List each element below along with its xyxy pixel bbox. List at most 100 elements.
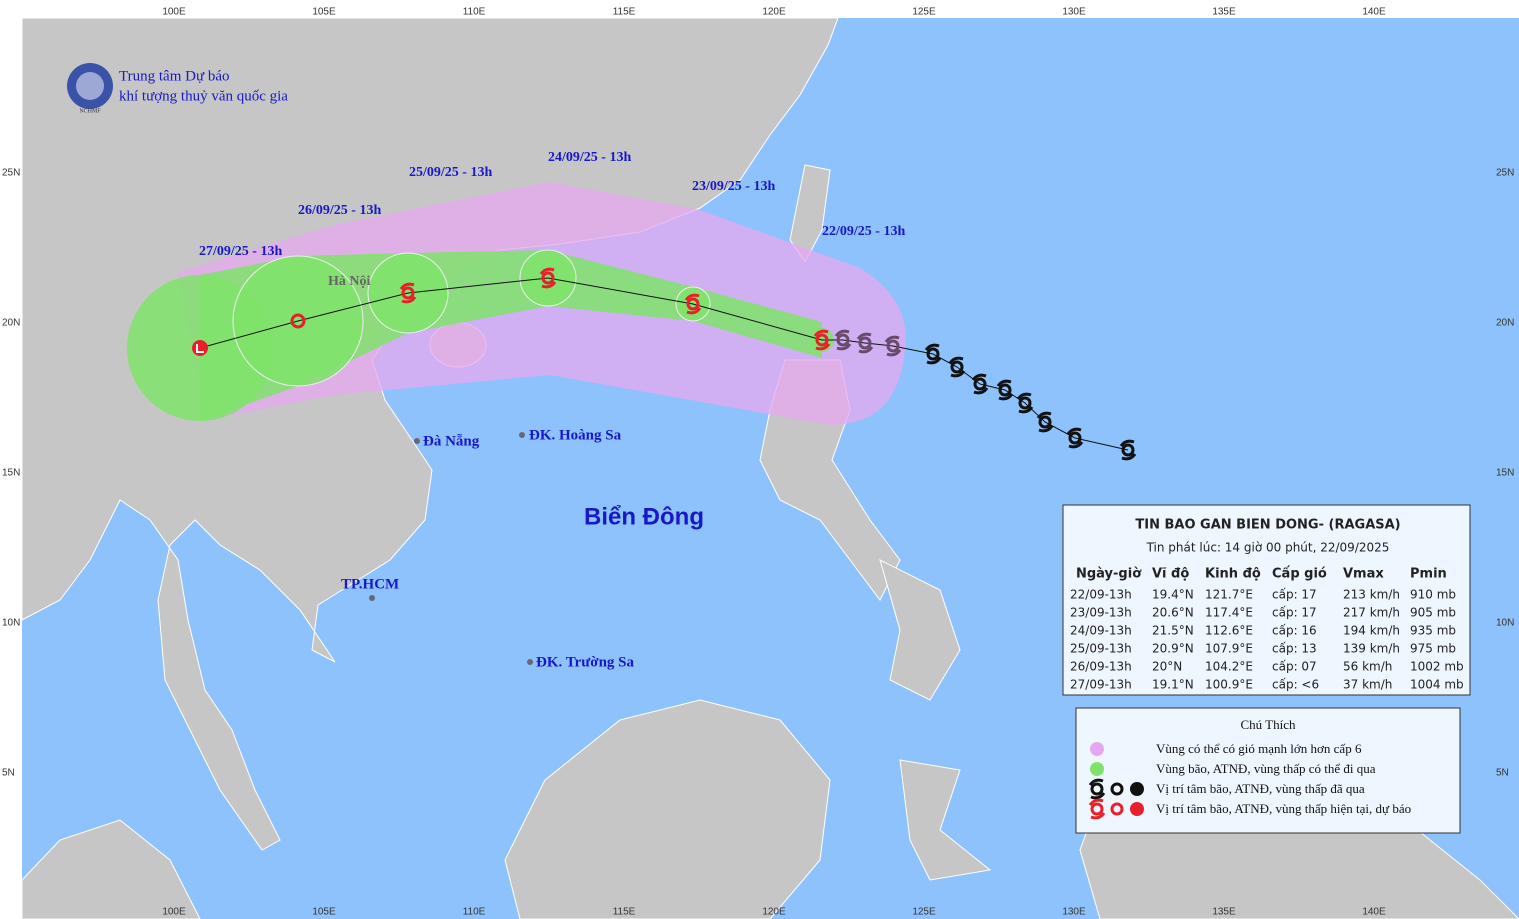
- lon-label: 110E: [463, 7, 486, 18]
- org-line: khí tượng thuỷ văn quốc gia: [119, 88, 288, 104]
- table-cell: 935 mb: [1410, 624, 1456, 638]
- lat-label: 10N: [2, 618, 20, 629]
- legend-icons: [1088, 778, 1144, 820]
- legend-item: Vùng bão, ATNĐ, vùng thấp có thể đi qua: [1156, 761, 1376, 776]
- storm-icon: [948, 356, 966, 378]
- logo-text: NCHMF: [79, 108, 101, 114]
- forecast-label: 26/09/25 - 13h: [298, 203, 381, 218]
- lon-label: 135E: [1212, 7, 1236, 18]
- place-label: Đà Nẵng: [423, 433, 480, 449]
- storm-icon: [884, 335, 902, 357]
- forecast-label: 25/09/25 - 13h: [409, 165, 492, 180]
- legend-item: Vùng có thể có gió mạnh lớn hơn cấp 6: [1156, 741, 1362, 756]
- table-cell: 26/09-13h: [1070, 660, 1132, 674]
- table-cell: 112.6°E: [1205, 624, 1253, 638]
- storm-icon: [1038, 415, 1052, 429]
- table-cell: 25/09-13h: [1070, 642, 1132, 656]
- lon-label: 100E: [162, 7, 186, 18]
- lon-label: 105E: [312, 7, 336, 18]
- table-cell: 56 km/h: [1343, 660, 1392, 674]
- table-cell: 910 mb: [1410, 588, 1456, 602]
- storm-icon: [834, 329, 852, 351]
- storm-icon: [926, 347, 940, 361]
- storm-icons: [192, 267, 1137, 461]
- storm-icon: [1066, 427, 1084, 449]
- table-cell: 20.9°N: [1152, 642, 1194, 656]
- forecast-label: 27/09/25 - 13h: [199, 244, 282, 259]
- legend-swatch: [1090, 762, 1104, 776]
- lon-label: 130E: [1062, 7, 1086, 18]
- place-label: ĐK. Hoàng Sa: [529, 427, 622, 443]
- storm-icon: [1090, 802, 1104, 816]
- lon-label: 125E: [912, 907, 936, 918]
- table-cell: 194 km/h: [1343, 624, 1400, 638]
- storm-icon: [1036, 411, 1054, 433]
- info-box: [1062, 504, 1471, 696]
- storm-icon: [1088, 778, 1106, 800]
- storm-icon: [1016, 392, 1034, 414]
- table-cell: 20°N: [1152, 660, 1182, 674]
- table-cell: 107.9°E: [1205, 642, 1253, 656]
- table-cell: 23/09-13h: [1070, 606, 1132, 620]
- storm-icon: [836, 333, 850, 347]
- table-cell: 117.4°E: [1205, 606, 1253, 620]
- lon-label: 135E: [1212, 907, 1236, 918]
- storm-icon: [290, 313, 306, 329]
- lat-label: 5N: [2, 768, 15, 779]
- lat-label: 15N: [1496, 468, 1514, 479]
- table-cell: 975 mb: [1410, 642, 1456, 656]
- table-cell: 27/09-13h: [1070, 678, 1132, 692]
- storm-icon: [1119, 439, 1137, 461]
- storm-icon: [1068, 431, 1082, 445]
- storm-icon: [998, 383, 1012, 397]
- uncertainty-circles: [232, 249, 711, 387]
- storm-icon: [401, 286, 415, 300]
- legend-icon: [1110, 782, 1124, 796]
- storm-icon: [973, 377, 987, 391]
- table-cell: 104.2°E: [1205, 660, 1253, 674]
- table-cell: 139 km/h: [1343, 642, 1400, 656]
- lon-label: 105E: [312, 907, 336, 918]
- table-header: Pmin: [1410, 567, 1447, 582]
- storm-icon: [1018, 396, 1032, 410]
- table-cell: cấp: 16: [1272, 624, 1317, 638]
- table-header: Vĩ độ: [1152, 567, 1189, 582]
- lat-label: 20N: [1496, 318, 1514, 329]
- table-cell: 905 mb: [1410, 606, 1456, 620]
- lat-label: 5N: [1496, 768, 1509, 779]
- forecast-label: 23/09/25 - 13h: [692, 179, 775, 194]
- lon-label: 140E: [1362, 907, 1386, 918]
- lat-label: 10N: [1496, 618, 1514, 629]
- info-subtitle: Tin phát lúc: 14 giờ 00 phút, 22/09/2025: [1146, 541, 1390, 555]
- storm-icon: [1121, 443, 1135, 457]
- storm-icon: [950, 360, 964, 374]
- legend-title: Chú Thích: [1240, 717, 1296, 732]
- storm-icon: [813, 329, 831, 351]
- legend-swatch: [1090, 742, 1104, 756]
- table-cell: 121.7°E: [1205, 588, 1253, 602]
- table-cell: cấp: <6: [1272, 678, 1319, 692]
- lat-label: 25N: [1496, 168, 1514, 179]
- storm-icon: [924, 343, 942, 365]
- table-cell: 217 km/h: [1343, 606, 1400, 620]
- lon-label: 110E: [463, 907, 486, 918]
- table-cell: 19.1°N: [1152, 678, 1194, 692]
- sea-label: Biển Đông: [584, 503, 704, 530]
- table-header: Ngày-giờ: [1076, 567, 1142, 582]
- storm-icon: [886, 339, 900, 353]
- place-label: ĐK. Trường Sa: [536, 654, 635, 670]
- lon-label: 130E: [1062, 907, 1086, 918]
- storm-icon: [684, 293, 702, 315]
- lon-label: 120E: [762, 7, 786, 18]
- storm-icon: [686, 297, 700, 311]
- table-cell: 1004 mb: [1410, 678, 1464, 692]
- legend-icon: [1110, 802, 1124, 816]
- table-cell: 24/09-13h: [1070, 624, 1132, 638]
- storm-icon: [815, 333, 829, 347]
- table-header: Kinh độ: [1205, 567, 1261, 582]
- forecast-label: 22/09/25 - 13h: [822, 224, 905, 239]
- table-header: Vmax: [1343, 567, 1384, 582]
- table-cell: cấp: 13: [1272, 642, 1317, 656]
- storm-icon: [539, 267, 557, 289]
